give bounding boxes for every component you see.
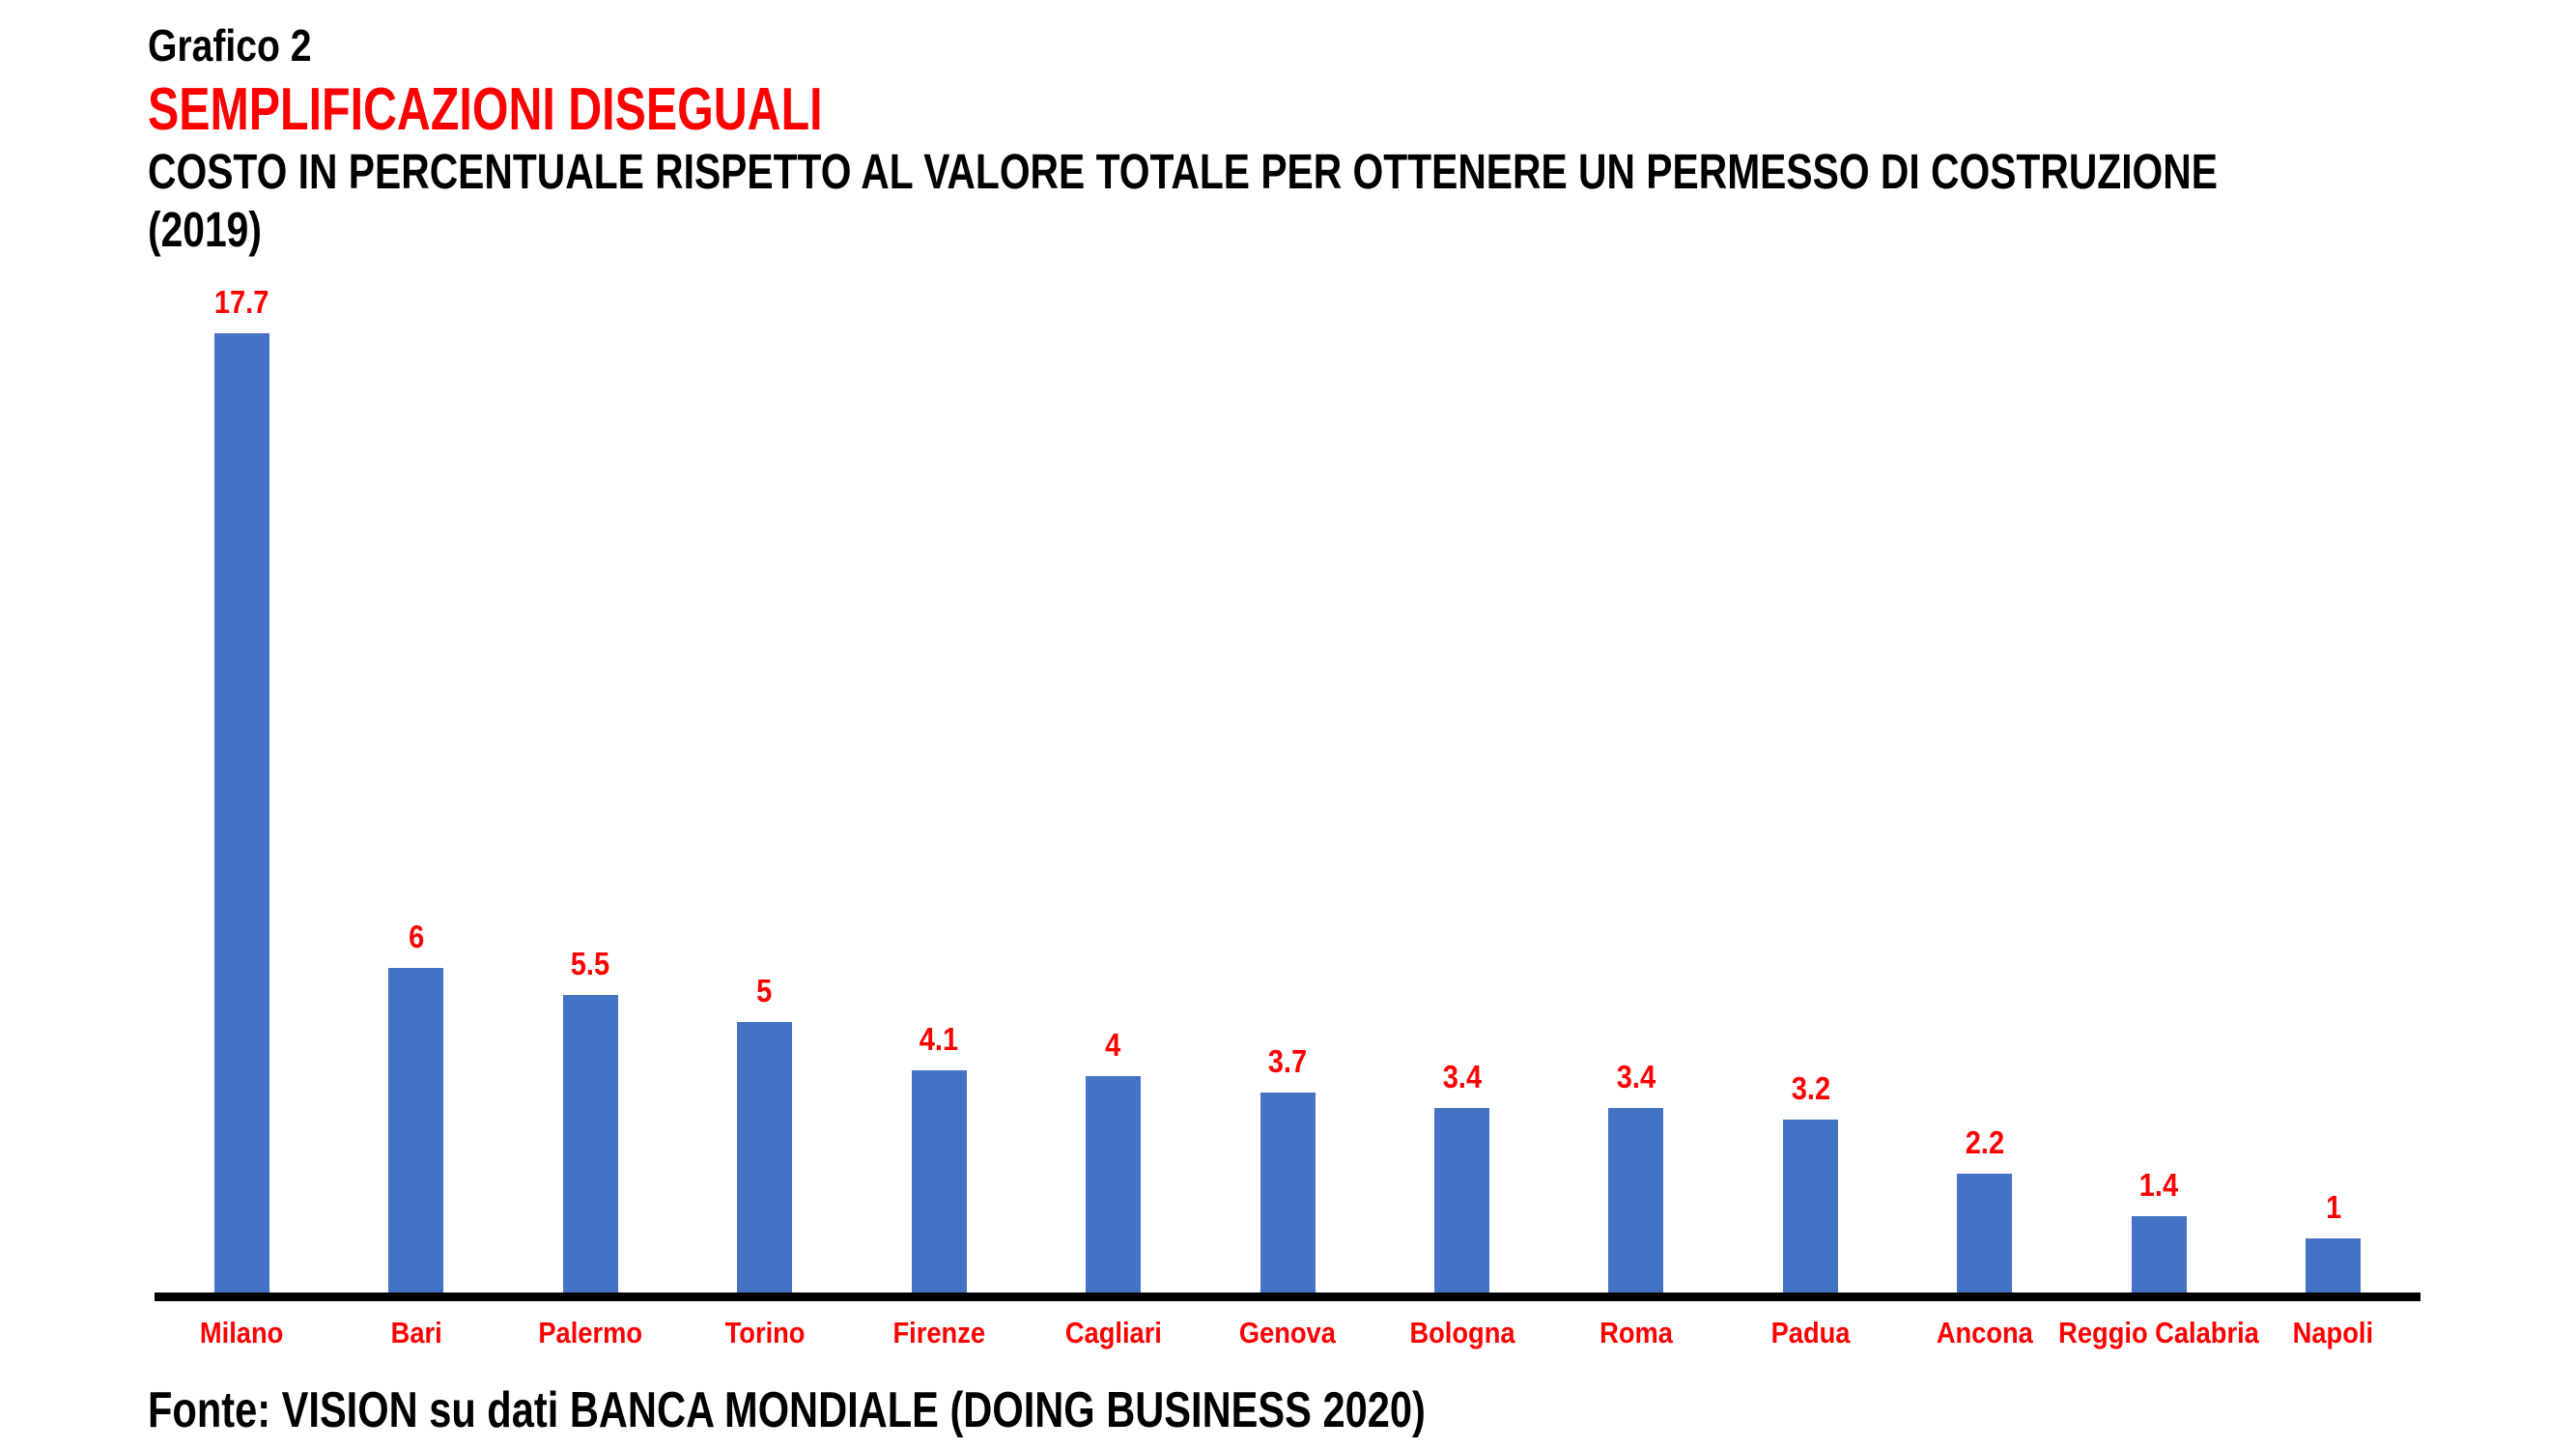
bar-value-label: 2.2 — [1965, 1124, 2005, 1160]
category-cell: Ancona — [1898, 1314, 2072, 1352]
category-label: Ancona — [1936, 1316, 2033, 1350]
bar — [1608, 1108, 1664, 1293]
category-cell: Bologna — [1374, 1314, 1548, 1352]
category-label: Roma — [1599, 1316, 1673, 1350]
source-note: Fonte: VISION su dati BANCA MONDIALE (DO… — [148, 1382, 1426, 1438]
chart-title: SEMPLIFICAZIONI DISEGUALI — [148, 76, 823, 143]
category-cell: Roma — [1549, 1314, 1723, 1352]
category-label: Cagliari — [1064, 1316, 1162, 1350]
category-cell: Firenze — [852, 1314, 1026, 1352]
category-label: Palermo — [538, 1316, 643, 1350]
bar — [562, 995, 618, 1293]
chart-subtitle-line2: (2019) — [148, 202, 262, 257]
bar — [213, 333, 269, 1293]
bar-column: 17.7 — [155, 285, 328, 1293]
bar — [2131, 1216, 2187, 1293]
bar-column: 3.4 — [1374, 285, 1548, 1293]
bar-value-label: 4.1 — [919, 1021, 959, 1057]
category-cell: Napoli — [2247, 1314, 2420, 1352]
chart-subtitle: COSTO IN PERCENTUALE RISPETTO AL VALORE … — [148, 143, 2218, 259]
bar-value-label: 3.7 — [1267, 1043, 1308, 1079]
bar-value-label: 6 — [408, 919, 424, 954]
category-label: Padua — [1770, 1316, 1851, 1350]
bar-column: 3.2 — [1723, 285, 1897, 1293]
bar-value-label: 4 — [1105, 1027, 1121, 1063]
category-cell: Torino — [677, 1314, 851, 1352]
category-cell: Padua — [1723, 1314, 1897, 1352]
bar — [737, 1022, 793, 1293]
bar-value-label: 3.2 — [1791, 1070, 1830, 1106]
bar — [388, 968, 444, 1293]
category-row: Milano Bari Palermo Torino Firenze Cagliari Ge… — [155, 1314, 2420, 1352]
bar-column: 6 — [328, 285, 502, 1293]
bar-value-label: 5 — [756, 973, 773, 1009]
category-cell: Cagliari — [1026, 1314, 1200, 1352]
bar — [911, 1070, 967, 1293]
category-cell: Bari — [328, 1314, 502, 1352]
category-label: Genova — [1239, 1316, 1337, 1350]
chart-subtitle-line1: COSTO IN PERCENTUALE RISPETTO AL VALORE … — [148, 144, 2218, 199]
bar — [1434, 1108, 1490, 1293]
bar-column: 3.4 — [1549, 285, 1723, 1293]
category-label: Bologna — [1408, 1316, 1515, 1350]
bar-column: 3.7 — [1201, 285, 1374, 1293]
bar-value-label: 5.5 — [570, 946, 610, 981]
bar — [1086, 1076, 1142, 1293]
bar-column: 5 — [677, 285, 851, 1293]
bar — [1782, 1120, 1838, 1293]
bar-value-label: 1.4 — [2139, 1167, 2179, 1203]
category-label: Reggio Calabria — [2058, 1316, 2260, 1350]
category-cell: Reggio Calabria — [2059, 1314, 2260, 1352]
bar-value-label: 1 — [2325, 1189, 2341, 1225]
bar-column: 1 — [2247, 285, 2420, 1293]
category-label: Napoli — [2293, 1316, 2374, 1350]
bar-value-label: 3.4 — [1442, 1059, 1482, 1094]
bar-column: 5.5 — [503, 285, 677, 1293]
bar — [2306, 1238, 2362, 1293]
bar — [1260, 1093, 1316, 1293]
bar-column: 4 — [1026, 285, 1200, 1293]
category-cell: Genova — [1201, 1314, 1374, 1352]
chart-number: Grafico 2 — [148, 20, 312, 71]
x-axis-line — [155, 1293, 2420, 1301]
bar-column: 4.1 — [852, 285, 1026, 1293]
category-label: Torino — [724, 1316, 806, 1350]
category-cell: Milano — [155, 1314, 328, 1352]
category-label: Bari — [390, 1316, 442, 1350]
bar-value-label: 3.4 — [1616, 1059, 1656, 1094]
category-label: Firenze — [892, 1316, 985, 1350]
plot-area: 17.7 6 5.5 5 4.1 4 3.7 3.4 3.4 3.2 2.2 1.4 1 — [155, 285, 2420, 1293]
category-cell: Palermo — [503, 1314, 677, 1352]
category-label: Milano — [200, 1316, 284, 1350]
bar-column: 2.2 — [1898, 285, 2072, 1293]
bar-column: 1.4 — [2072, 285, 2246, 1293]
bar — [1957, 1174, 2013, 1293]
bar-value-label: 17.7 — [213, 284, 269, 320]
